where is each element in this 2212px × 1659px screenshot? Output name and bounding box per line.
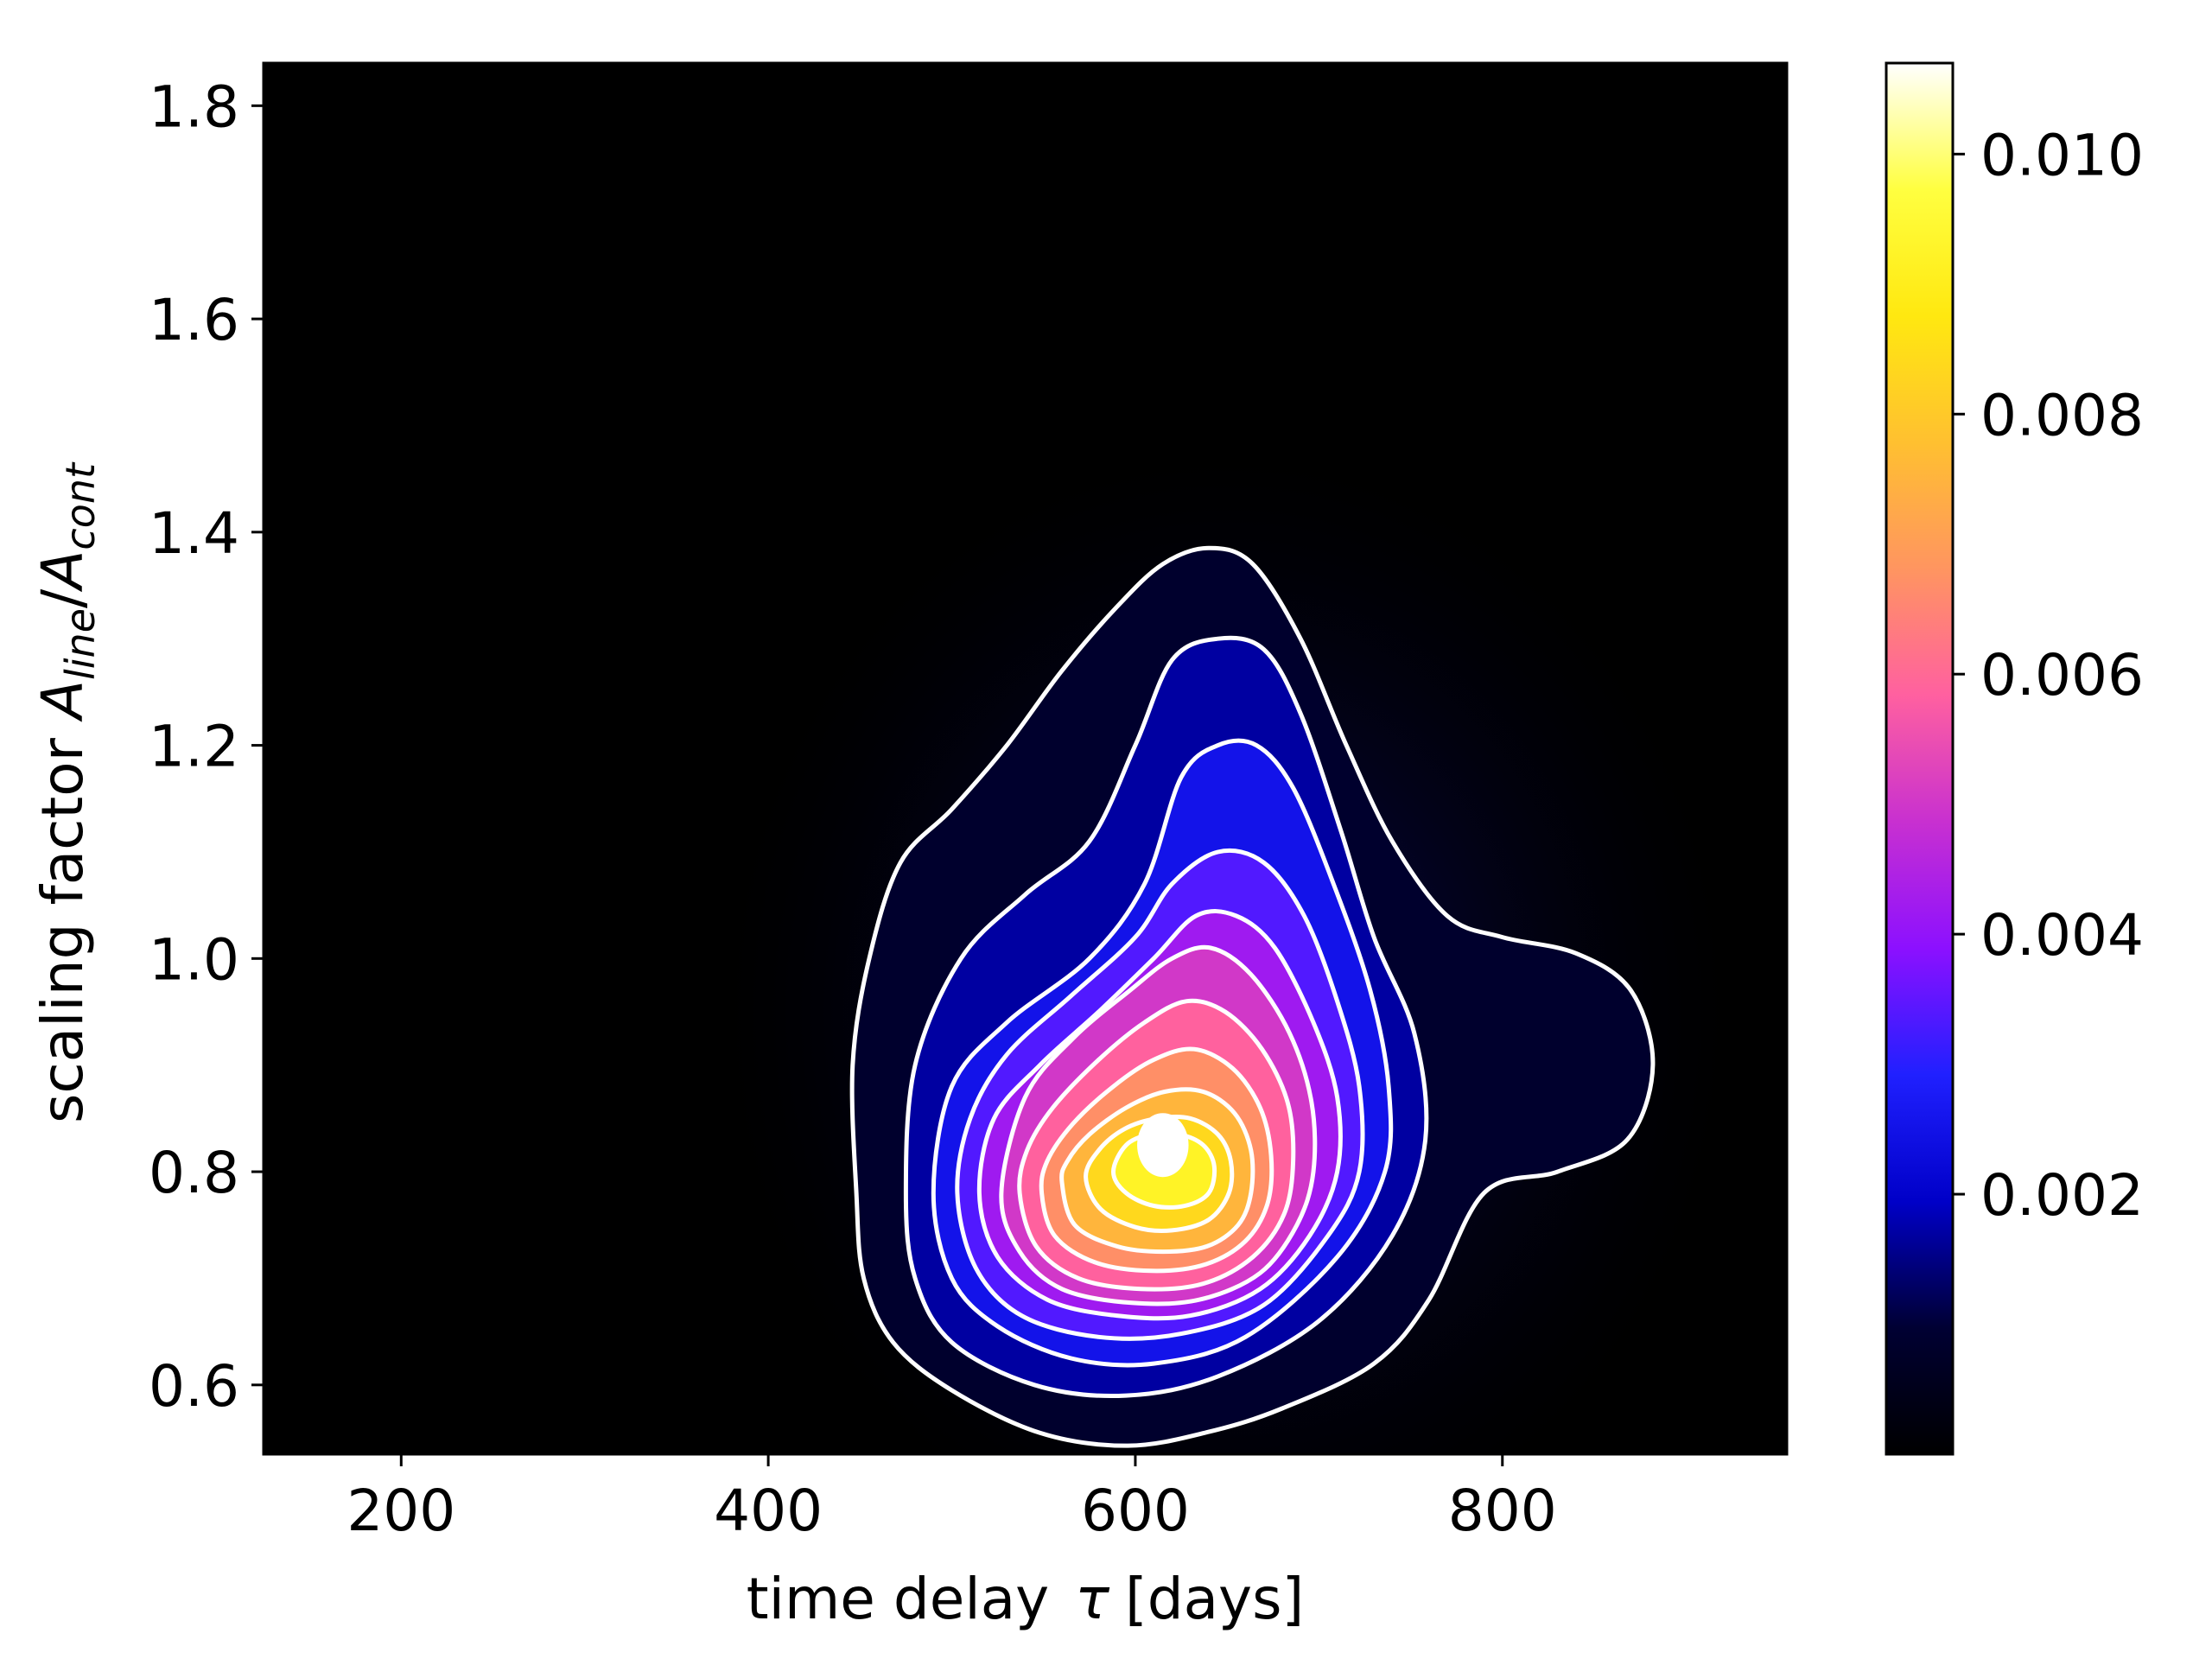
colorbar-gradient <box>1885 61 1955 1456</box>
y-axis-label-numerator: A <box>29 680 96 722</box>
y-tick-label: 1.2 <box>149 714 239 780</box>
y-axis-label-text: scaling factor <box>29 737 96 1123</box>
contour-line <box>1110 1130 1217 1210</box>
y-axis-label-denominator: A <box>29 550 96 593</box>
x-axis: 200 400 600 800 <box>346 1454 1557 1544</box>
density-peak <box>1137 1113 1189 1178</box>
contour-line <box>849 545 1656 1448</box>
x-axis-label: time delay τ [days] <box>747 1566 1304 1632</box>
y-axis-label: scaling factorAline/Acont <box>29 461 104 1123</box>
contour-line <box>999 944 1318 1306</box>
contour-line <box>1039 1046 1274 1274</box>
x-tick-label: 400 <box>714 1478 823 1544</box>
contour-line <box>903 635 1429 1398</box>
y-axis-label-numerator-sub: line <box>57 608 104 680</box>
contour-line <box>1017 998 1296 1292</box>
contour-line <box>955 848 1365 1341</box>
contour-line <box>1059 1087 1255 1255</box>
x-axis-label-symbol: τ <box>1075 1566 1110 1632</box>
contour-line <box>1084 1114 1235 1234</box>
colorbar-ticks: 0.002 0.004 0.006 0.008 0.010 <box>1953 122 2144 1229</box>
y-tick-label: 1.8 <box>149 73 239 140</box>
heatmap-plot-area <box>262 61 1789 1456</box>
contour-lines <box>849 545 1656 1448</box>
colorbar-tick-label: 0.002 <box>1980 1162 2144 1229</box>
y-axis-label-denominator-sub: cont <box>57 461 104 550</box>
y-tick-label: 0.8 <box>149 1140 239 1206</box>
plot-frame <box>262 61 1789 1456</box>
contour-line <box>931 738 1394 1368</box>
x-tick-label: 600 <box>1081 1478 1190 1544</box>
x-tick-label: 800 <box>1448 1478 1557 1544</box>
y-tick-label: 1.0 <box>149 926 239 993</box>
contour-line <box>976 909 1343 1321</box>
y-axis: 0.6 0.8 1.0 1.2 1.4 1.6 1.8 <box>149 73 264 1420</box>
colorbar-tick-label: 0.008 <box>1980 382 2144 448</box>
colorbar-tick-label: 0.004 <box>1980 902 2144 969</box>
colorbar-tick-label: 0.006 <box>1980 642 2144 709</box>
x-axis-label-text: time delay <box>747 1566 1049 1632</box>
y-tick-label: 0.6 <box>149 1353 239 1420</box>
y-tick-label: 1.4 <box>149 500 239 567</box>
x-tick-label: 200 <box>346 1478 455 1544</box>
y-tick-label: 1.6 <box>149 287 239 353</box>
x-axis-label-unit: [days] <box>1125 1566 1304 1632</box>
y-axis-label-separator: / <box>29 588 96 608</box>
colorbar-tick-label: 0.010 <box>1980 122 2144 188</box>
colorbar: 0.002 0.004 0.006 0.008 0.010 <box>1885 61 2144 1456</box>
